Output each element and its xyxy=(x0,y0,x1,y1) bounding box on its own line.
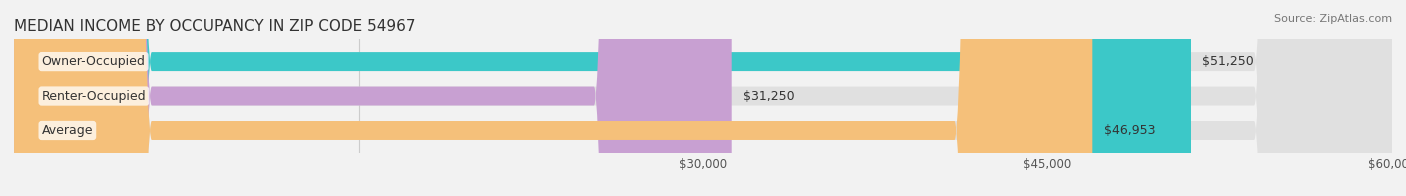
Text: Owner-Occupied: Owner-Occupied xyxy=(42,55,145,68)
FancyBboxPatch shape xyxy=(14,0,731,196)
Text: $46,953: $46,953 xyxy=(1104,124,1156,137)
Text: Source: ZipAtlas.com: Source: ZipAtlas.com xyxy=(1274,14,1392,24)
FancyBboxPatch shape xyxy=(14,0,1191,196)
Text: Average: Average xyxy=(42,124,93,137)
FancyBboxPatch shape xyxy=(14,0,1092,196)
Text: $31,250: $31,250 xyxy=(744,90,794,103)
Text: Renter-Occupied: Renter-Occupied xyxy=(42,90,146,103)
FancyBboxPatch shape xyxy=(14,0,1392,196)
FancyBboxPatch shape xyxy=(14,0,1392,196)
Text: $51,250: $51,250 xyxy=(1202,55,1254,68)
Text: MEDIAN INCOME BY OCCUPANCY IN ZIP CODE 54967: MEDIAN INCOME BY OCCUPANCY IN ZIP CODE 5… xyxy=(14,19,416,34)
FancyBboxPatch shape xyxy=(14,0,1392,196)
